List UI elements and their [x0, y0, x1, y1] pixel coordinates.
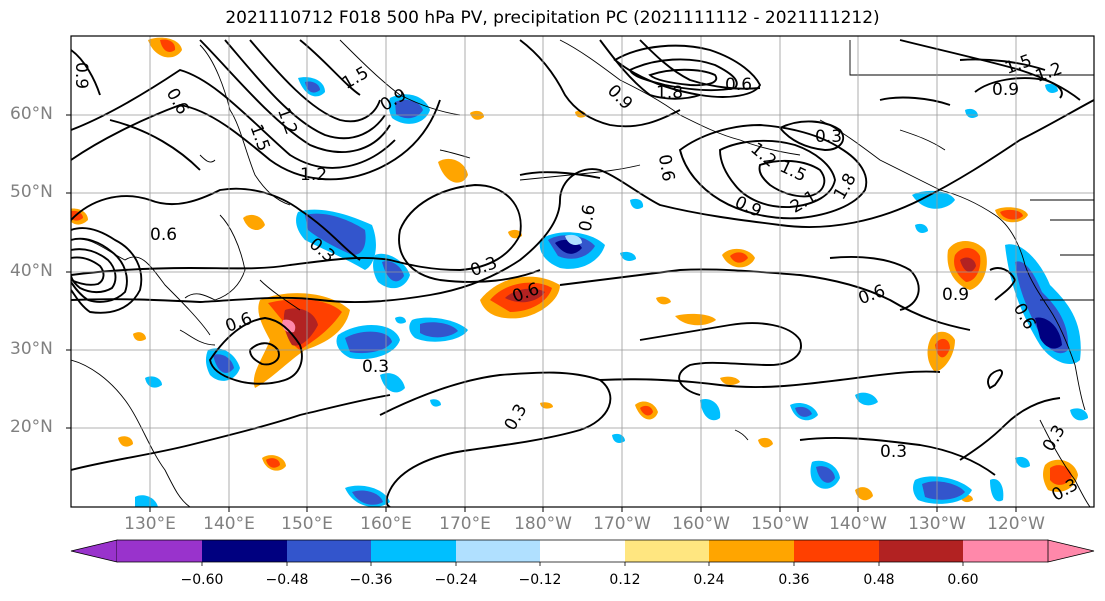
colorbar-tick-label: −0.60: [180, 572, 224, 588]
colorbar-segment: [709, 540, 794, 562]
colorbar-tick-label: 0.48: [863, 572, 895, 588]
colorbar-segment: [879, 540, 963, 562]
lon-label: 140°W: [829, 514, 887, 534]
colorbar-tick-label: 0.60: [947, 572, 979, 588]
colorbar-extend-low: [70, 539, 118, 563]
contour-label: 0.6: [856, 281, 888, 309]
contour-label: 0.6: [150, 225, 177, 245]
colorbar-tick-label: −0.36: [349, 572, 393, 588]
contour-label: 0.9: [992, 80, 1019, 100]
lat-label: 30°N: [10, 339, 53, 359]
contour-label: 0.3: [880, 442, 907, 462]
lon-label: 180°W: [514, 514, 572, 534]
lat-label: 50°N: [10, 182, 53, 202]
contour-label: 0.6: [223, 309, 255, 337]
lon-label: 150°E: [281, 514, 333, 534]
colorbar-segment: [625, 540, 709, 562]
contour-label: 1.5: [339, 63, 372, 94]
colorbar-segment: [287, 540, 371, 562]
contour-label: 1.2: [300, 165, 327, 185]
contour-label: 2.1: [787, 187, 820, 218]
contour-label: 0.6: [162, 85, 193, 118]
contour-label: 0.6: [576, 203, 600, 233]
colorbar-segment: [963, 540, 1048, 562]
colorbar-tick-label: 0.24: [693, 572, 725, 588]
contour-label: 0.6: [725, 75, 752, 95]
lon-label: 170°W: [593, 514, 651, 534]
colorbar-segment: [371, 540, 456, 562]
axis-ticks: [66, 114, 1017, 512]
map-title: 2021110712 F018 500 hPa PV, precipitatio…: [225, 8, 880, 28]
lon-label: 130°W: [908, 514, 966, 534]
lon-label: 150°W: [751, 514, 809, 534]
contour-label: 0.6: [654, 153, 678, 183]
contour-label: 0.3: [468, 253, 500, 281]
colorbar-tick-label: −0.24: [434, 572, 478, 588]
contour-label: 0.9: [942, 285, 969, 305]
precip-shading: [71, 37, 1088, 507]
contour-label: 1.5: [246, 122, 274, 154]
lon-label: 140°E: [203, 514, 255, 534]
coastlines: [71, 39, 1094, 507]
pv-contours: [71, 39, 1094, 507]
lon-label: 160°W: [672, 514, 730, 534]
contour-label: 0.9: [71, 62, 91, 89]
colorbar-extend-high: [1047, 539, 1095, 563]
contour-label: 1.2: [273, 105, 301, 137]
contour-label: 0.3: [362, 357, 389, 377]
contour-label: 0.3: [501, 401, 532, 434]
colorbar-tick-label: 0.36: [778, 572, 810, 588]
colorbar-segment: [202, 540, 287, 562]
lon-label: 160°E: [360, 514, 412, 534]
colorbar-tick-label: 0.12: [609, 572, 641, 588]
lat-label: 20°N: [10, 417, 53, 437]
precip-positive: [71, 37, 1078, 503]
colorbar-segment: [794, 540, 879, 562]
lon-label: 170°E: [439, 514, 491, 534]
lon-label: 130°E: [124, 514, 176, 534]
colorbar-segment: [117, 540, 202, 562]
colorbar-segment: [456, 540, 540, 562]
contour-label: 1.2: [1033, 59, 1065, 87]
colorbar: [70, 539, 1095, 566]
contour-label: 1.8: [656, 83, 683, 103]
lat-label: 60°N: [10, 104, 53, 124]
lon-label: 120°W: [987, 514, 1045, 534]
contour-label: 0.3: [815, 127, 842, 147]
map-grid: [71, 36, 1094, 507]
contour-label: 0.9: [732, 192, 765, 222]
lat-label: 40°N: [10, 261, 53, 281]
colorbar-tick-label: −0.12: [518, 572, 562, 588]
colorbar-segment: [540, 540, 625, 562]
colorbar-tick-label: −0.48: [265, 572, 309, 588]
